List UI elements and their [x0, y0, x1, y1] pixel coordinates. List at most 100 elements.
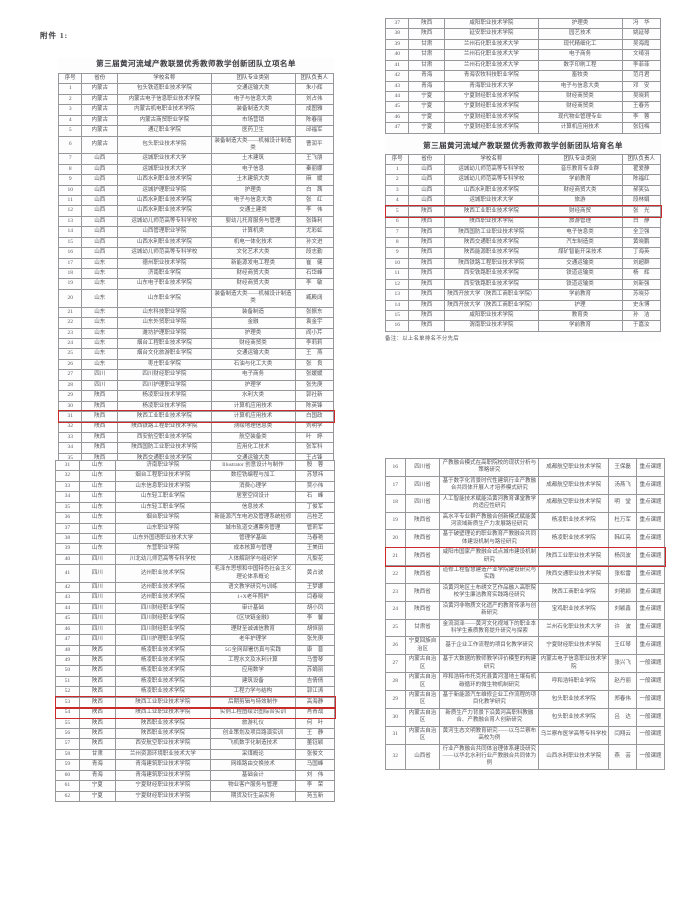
table-cell: 甘肃省: [404, 618, 441, 638]
table-cell: 咸阳市国家产教融合试点城市建设机制研究: [439, 547, 540, 567]
table-row: 43 青海 青海职业技术大学 电子与信息大类邓 安: [384, 80, 661, 92]
table-row: 45 四川 四川财经职业学院 《区块链金融》李 馨: [55, 613, 336, 625]
table-cell: 装备制造大类——机械设计制造类: [210, 135, 296, 155]
table-cell: 陕西: [78, 665, 116, 677]
table-cell: 49: [55, 654, 80, 667]
table-cell: 杨凌职业技术学院: [114, 654, 211, 667]
table-cell: 24: [57, 337, 83, 350]
table-row: 30 陕西 杨凌职业技术学院 计算机应用技术 陈英锋: [57, 400, 334, 412]
table-cell: 四川: [78, 564, 116, 584]
table-row: 33 陕西 西安航空职业技术学院 航空装备类叶 婷: [57, 431, 334, 444]
table-cell: 四川省: [404, 475, 441, 495]
table-cell: 38: [384, 28, 410, 40]
table-row: 51 陕西 杨凌职业技术学院 建筑设备 吉倩倩: [55, 675, 336, 688]
table-row: 22 陕西省 道修工程智慧建造产业学院建设研究与实践 陕西交通职业技术学院 张松雷 重点课…: [385, 565, 665, 584]
table-row: 58 甘肃 兰州资源环境职业技术大学 采煤概论 张俊文: [55, 748, 336, 761]
table-cell: 土木建筑大类: [210, 174, 296, 186]
table-row: 34 山东 山东轻工职业学院 居室空间设计石 峰: [55, 491, 336, 503]
table-cell: 内蒙古机电职业技术学院: [117, 104, 212, 116]
table-cell: 黄占波: [294, 564, 336, 584]
table-cell: 装备制造大类——机械设计制造类: [210, 288, 296, 308]
table-cell: 成图雅: [294, 104, 334, 116]
table-cell: 9: [57, 174, 83, 186]
table-cell: 31: [57, 410, 83, 423]
table-row: 38 山东 山东外国语职业技术大学 管理学基础 马春艳: [55, 532, 336, 545]
table-row: 19 山东 山东电子职业技术学院 财经商贸大类李 敏: [57, 278, 334, 290]
table-cell: 段志勤: [294, 247, 334, 259]
table-cell: 刘颖鑫: [608, 600, 638, 620]
table-cell: 51: [55, 675, 80, 688]
table-cell: 飞机数字化制造技术: [209, 738, 296, 750]
table-cell: 陕西: [78, 738, 116, 750]
table-cell: 西安铁路职业技术学院: [444, 278, 539, 291]
table-cell: 陕西职业技术学院: [114, 717, 211, 729]
table-cell: 13: [384, 289, 410, 301]
table-cell: 燕 芸: [608, 743, 638, 770]
table-cell: 运城职业技术大学: [444, 195, 539, 207]
table-row: 42 青海 青海农牧科技职业学院 畜牧类 范月君: [384, 70, 661, 82]
table-cell: 康 晋: [294, 644, 336, 657]
table-cell: 重点课题: [636, 636, 665, 656]
table-cell: 呼和浩特市托克托县黄河湿地土壤有机碳循环的微生物机制研究: [439, 672, 540, 691]
table-cell: 青海建筑职业技术学院: [114, 769, 211, 782]
table-cell: 铁道运输类: [537, 278, 623, 291]
table-cell: 内蒙古电子信息职业技术学院: [538, 654, 610, 674]
table-cell: 45: [55, 613, 80, 625]
table-cell: 应用化工技术: [210, 442, 296, 454]
table-cell: 婴幼儿托育服务与管理: [210, 215, 296, 228]
table-cell: 宁夏: [408, 90, 446, 103]
table-cell: 山西水利职业技术学院: [444, 184, 539, 197]
table-cell: 刘新强: [621, 278, 661, 291]
table-cell: 41: [55, 564, 80, 584]
table-cell: 后期剪辑与特效制作: [209, 696, 296, 709]
table-row: 21 山东 山东科技职业学院 装备制造 张振东: [57, 306, 334, 319]
table-cell: 李 馨: [294, 613, 336, 625]
table-cell: 39: [55, 543, 80, 555]
table-cell: 东营职业学院: [114, 543, 211, 555]
table-cell: 包头职业技术学院: [538, 689, 610, 709]
scan-page-1: 附件 1: 第三届黄河流域产教联盟优秀教师教学创新团队立项名单 序号 省份 学校名称…: [40, 31, 334, 475]
table-cell: 基础会计: [209, 769, 296, 782]
table-cell: 郭江涛: [294, 686, 336, 698]
table-cell: 山西: [81, 163, 119, 176]
table-cell: 管理学基础: [209, 532, 296, 545]
table-cell: 学前教育: [537, 289, 623, 301]
table-cell: 财经商贸类: [210, 337, 296, 350]
table-cell: 陕西: [81, 431, 119, 444]
table-cell: 管莉军: [294, 522, 336, 534]
table-cell: 一般课题: [636, 707, 665, 727]
table-cell: 陕西工业职业技术学院: [114, 696, 211, 709]
table-cell: 医药卫生: [210, 125, 296, 137]
table-cell: 曹润平: [294, 135, 334, 155]
table-cell: 陕西工商职业学院: [538, 582, 610, 602]
table-cell: 期货及衍生品实务: [209, 790, 296, 802]
table-cell: 重点课题: [636, 565, 665, 584]
table-cell: 陕西: [81, 421, 119, 433]
table-cell: 重点课题: [636, 600, 665, 620]
table-cell: 11: [57, 195, 83, 207]
table-cell: 基于新能源汽车维修企业工作流程的项目化教学研究: [439, 689, 540, 709]
table-cell: 陕西: [408, 289, 446, 301]
header-row: 序号 省份 学校名称 团队专业类别 团队负责人: [57, 72, 334, 85]
table-cell: 48: [55, 644, 80, 657]
table-cell: 孙文进: [294, 236, 334, 249]
table-row: 31 内蒙古自治区 黄河生态文明教育研究——以乌兰察布高校为例 乌兰察布医学高等专科学…: [385, 725, 665, 745]
table-row: 27 内蒙古自治区 基于大数据的教师教学评价模型的构建研究 内蒙古电子信息职业技术学院…: [385, 654, 665, 674]
table-cell: 护理学: [210, 379, 296, 392]
table-cell: 宁夏财经职业技术学院: [444, 122, 539, 134]
table-cell: 川北幼儿师范高等专科学校: [114, 553, 211, 566]
table-cell: 陕西: [408, 309, 446, 322]
table-cell: 陕西: [408, 268, 446, 280]
table-cell: 29: [385, 689, 406, 709]
table-cell: 吉倩倩: [294, 675, 336, 688]
table-cell: 山东: [78, 532, 116, 545]
table-cell: 16: [385, 458, 406, 477]
table-cell: 石 峰: [294, 491, 336, 503]
table-cell: 山东: [81, 278, 119, 290]
table-cell: 重点课题: [636, 547, 665, 567]
table-cell: 重点课题: [636, 529, 665, 549]
table-cell: 李 荣: [294, 780, 336, 792]
table-cell: 沿黄河地区土布绣文艺作品融入高职院校学生廉洁教育实践路径研究: [439, 582, 540, 602]
table-cell: 麻 媛: [294, 174, 334, 186]
table-cell: 11: [384, 268, 410, 280]
